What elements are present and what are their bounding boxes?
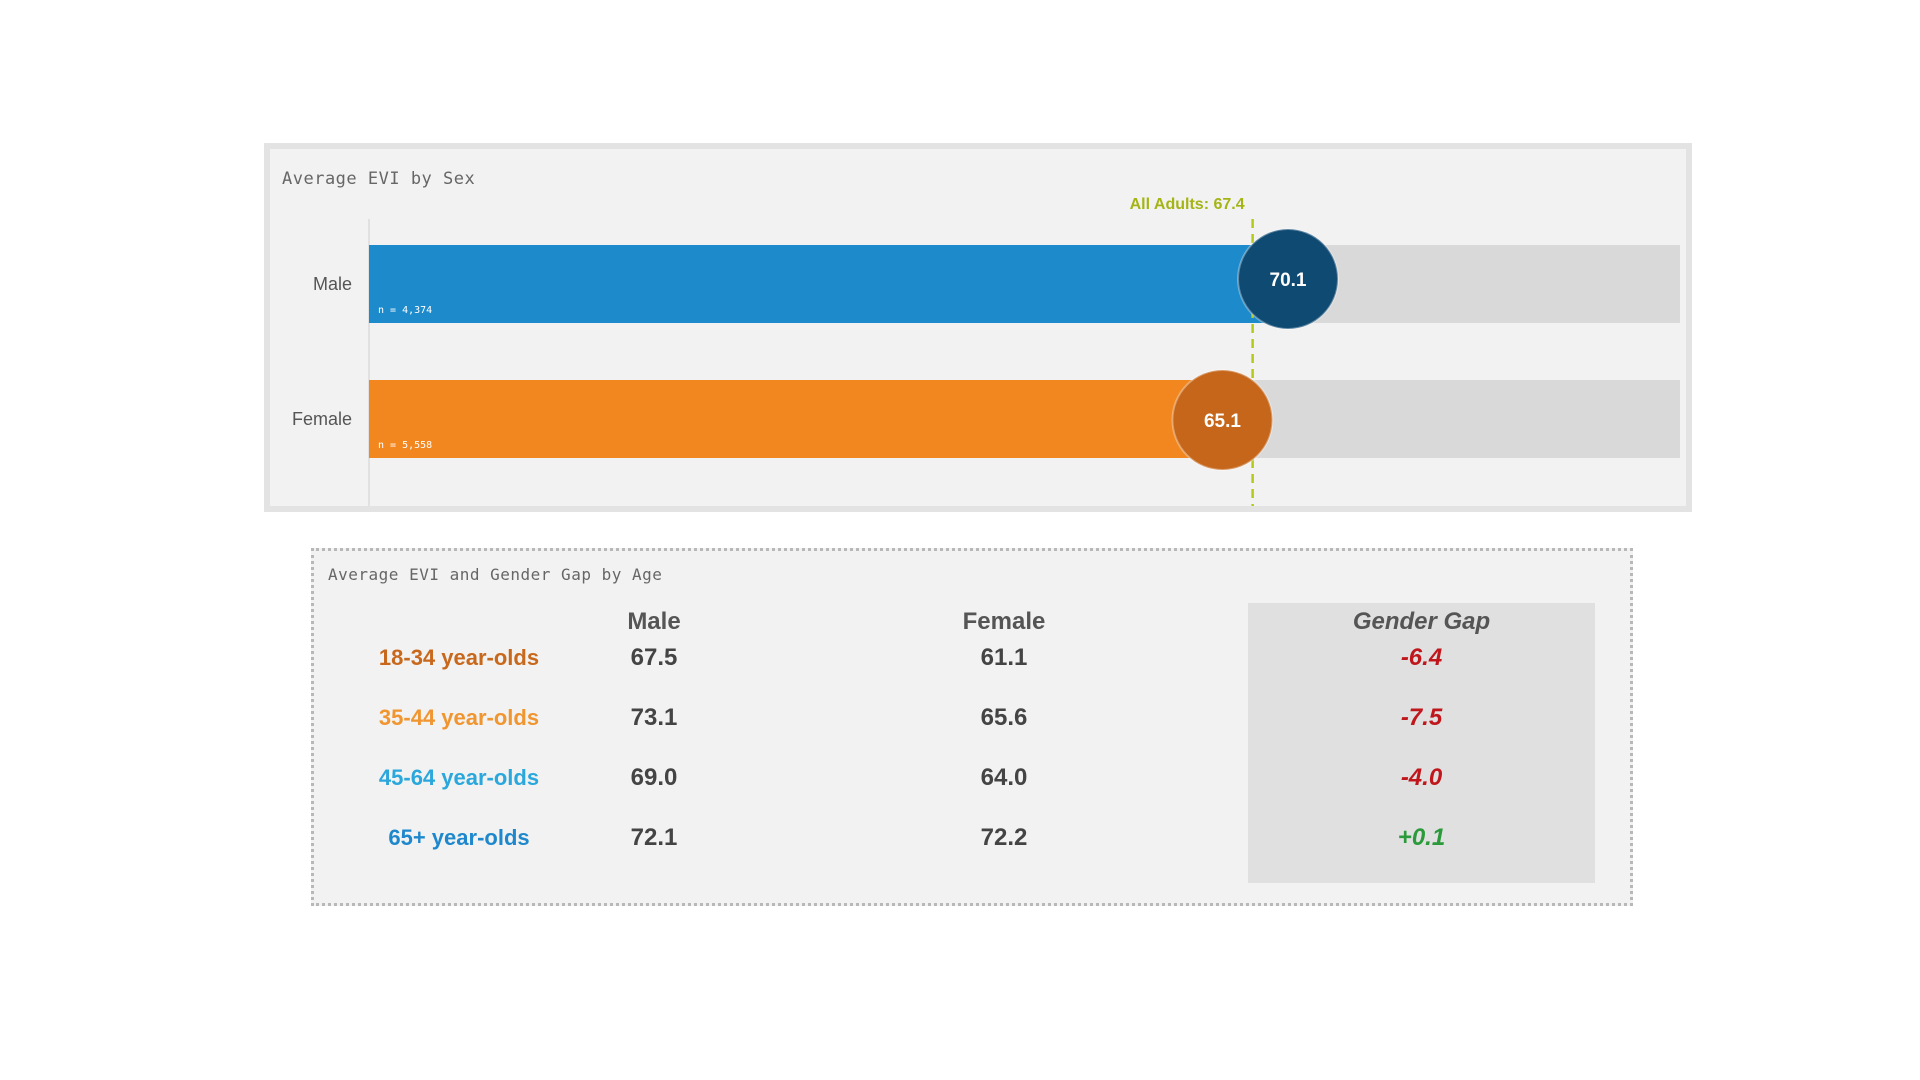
bar-male (369, 245, 1289, 323)
male-value: 69.0 (630, 764, 678, 791)
gender-gap-value: -4.0 (1400, 764, 1443, 791)
evi-by-sex-chart: Male n = 4,374 Female n = 5,558 All Adults: … (292, 196, 1680, 506)
row-label: 18-34 year-olds (378, 645, 540, 670)
bar-female (369, 380, 1223, 458)
header-female: Female (962, 608, 1046, 635)
gender-gap-value: +0.1 (1397, 824, 1446, 851)
female-value: 61.1 (980, 644, 1028, 671)
sample-size-female: n = 5,558 (378, 440, 432, 451)
sample-size-male: n = 4,374 (378, 305, 432, 316)
gender-gap-value: -6.4 (1400, 644, 1443, 671)
value-marker-female (1171, 369, 1274, 471)
male-value: 67.5 (630, 644, 678, 671)
category-label-female: Female (292, 409, 352, 429)
chart-title: Average EVI by Sex (282, 169, 476, 189)
table-title: Average EVI and Gender Gap by Age (328, 565, 663, 584)
male-value: 72.1 (630, 824, 678, 851)
row-label: 35-44 year-olds (378, 705, 540, 730)
female-value: 65.6 (980, 704, 1028, 731)
gender-gap-column-background (1248, 603, 1595, 883)
female-value: 64.0 (980, 764, 1028, 791)
header-gender-gap: Gender Gap (1352, 608, 1491, 635)
value-label-male: 70.1 (1270, 270, 1307, 291)
category-label-male: Male (313, 274, 352, 294)
header-male: Male (627, 608, 681, 635)
value-marker-male (1237, 228, 1340, 330)
row-label: 65+ year-olds (388, 825, 530, 850)
male-value: 73.1 (630, 704, 678, 731)
female-value: 72.2 (980, 824, 1028, 851)
row-label: 45-64 year-olds (378, 765, 540, 790)
gender-gap-value: -7.5 (1400, 704, 1443, 731)
reference-line-label: All Adults: 67.4 (1130, 196, 1245, 213)
value-label-female: 65.1 (1204, 411, 1241, 432)
evi-by-sex-panel: Average EVI by Sex Male n = 4,374 Female n … (264, 143, 1692, 512)
evi-gender-gap-panel: Average EVI and Gender Gap by Age Male F… (311, 548, 1633, 906)
